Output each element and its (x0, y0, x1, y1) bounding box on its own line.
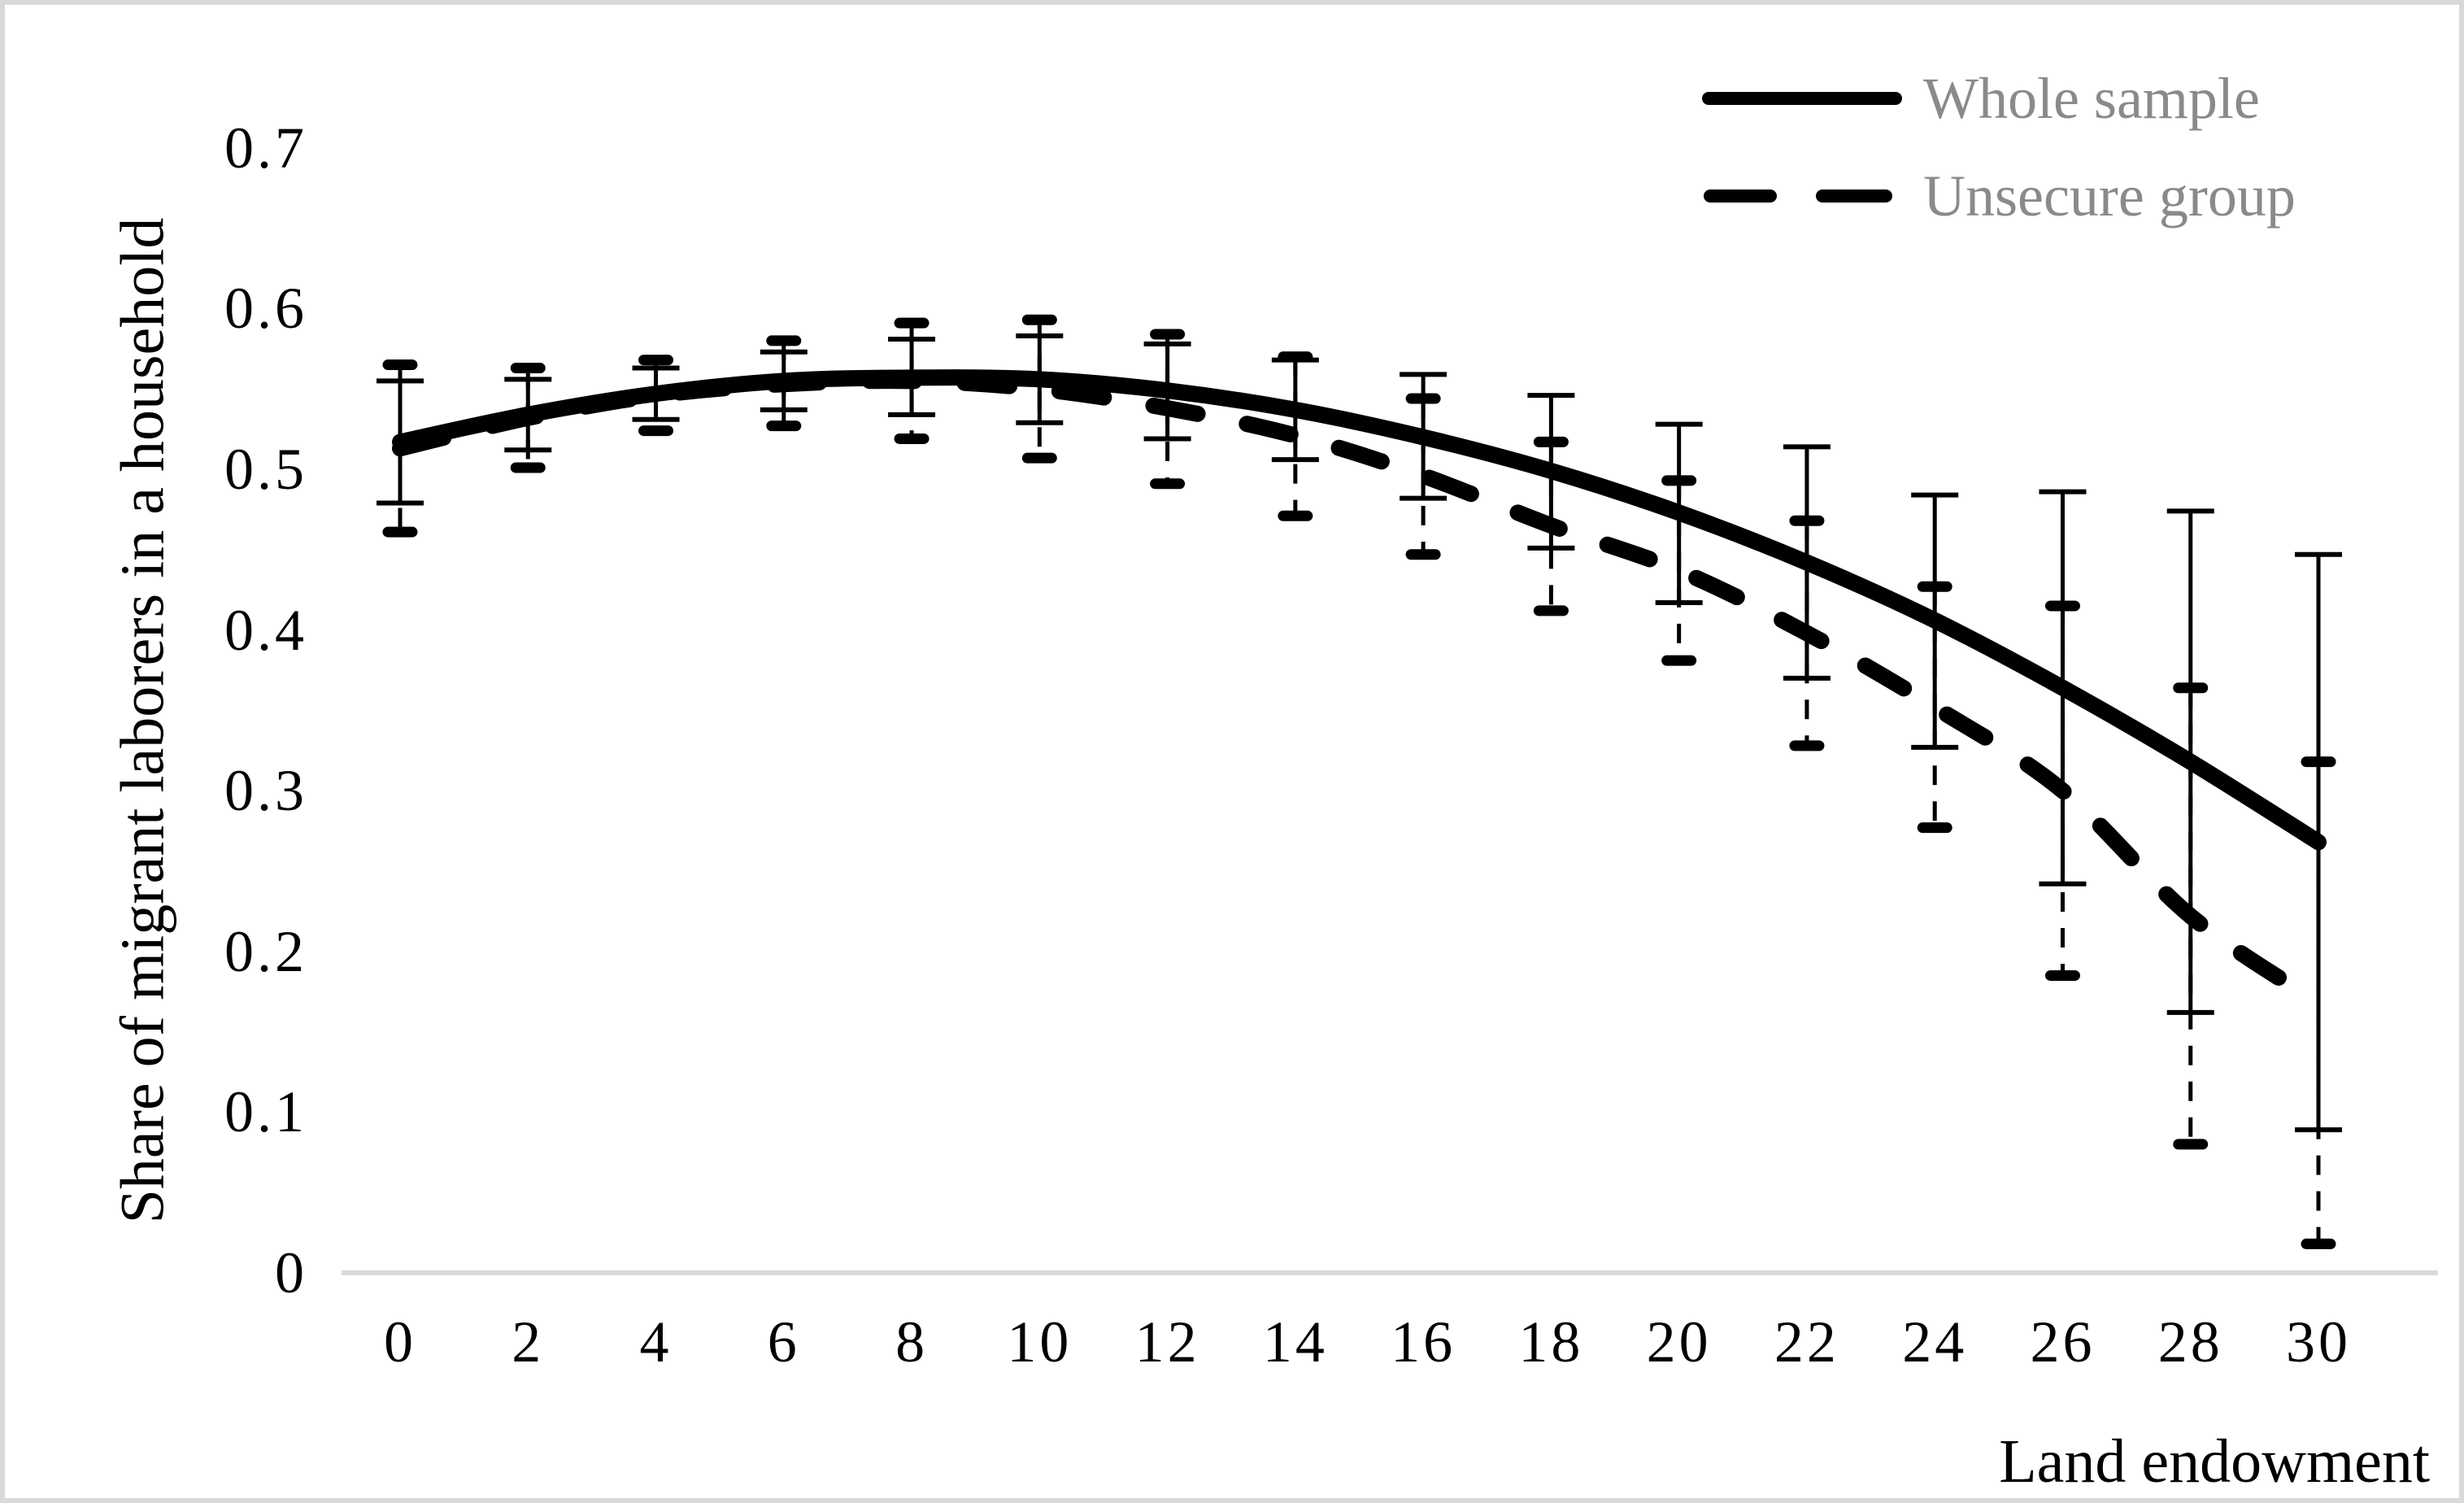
unsecure-group-line (392, 372, 2327, 1012)
y-tick-label: 0.7 (224, 115, 307, 181)
x-tick-label: 26 (2030, 1309, 2096, 1374)
x-tick-label: 0 (384, 1309, 416, 1374)
x-tick-label: 2 (512, 1309, 545, 1374)
legend: Whole sample Unsecure group (1700, 50, 2296, 245)
legend-label-unsecure-group: Unsecure group (1923, 163, 2296, 229)
x-tick-label: 4 (639, 1309, 673, 1374)
y-tick-label: 0.3 (224, 758, 307, 824)
y-tick-label: 0.1 (224, 1079, 307, 1145)
x-tick-label: 30 (2285, 1309, 2351, 1374)
x-tick-label: 12 (1134, 1309, 1200, 1374)
solid-line-swatch (1702, 92, 1902, 105)
x-tick-label: 8 (895, 1309, 929, 1374)
x-tick-label: 28 (2157, 1309, 2223, 1374)
y-tick-label: 0 (275, 1240, 307, 1305)
x-tick-label: 20 (1646, 1309, 1712, 1374)
x-tick-label: 16 (1391, 1309, 1456, 1374)
legend-item-unsecure-group: Unsecure group (1700, 147, 2296, 245)
legend-label-whole-sample: Whole sample (1923, 65, 2260, 131)
plot-area (342, 314, 2438, 1275)
legend-item-whole-sample: Whole sample (1700, 50, 2296, 147)
x-tick-label: 24 (1902, 1309, 1968, 1374)
y-tick-label: 0.6 (224, 276, 307, 342)
x-tick-label: 18 (1518, 1309, 1584, 1374)
y-tick-label: 0.5 (224, 437, 307, 502)
y-axis-title: Share of migrant laborers in a household (108, 217, 177, 1224)
x-tick-label: 22 (1774, 1309, 1839, 1374)
y-tick-label: 0.2 (224, 918, 307, 984)
x-tick-label: 6 (767, 1309, 800, 1374)
dashed-line-swatch (1704, 190, 1892, 203)
x-axis-title: Land endowment (1999, 1427, 2430, 1496)
x-tick-label: 14 (1262, 1309, 1328, 1374)
x-tick-label: 10 (1007, 1309, 1073, 1374)
y-tick-label: 0.4 (224, 597, 307, 663)
